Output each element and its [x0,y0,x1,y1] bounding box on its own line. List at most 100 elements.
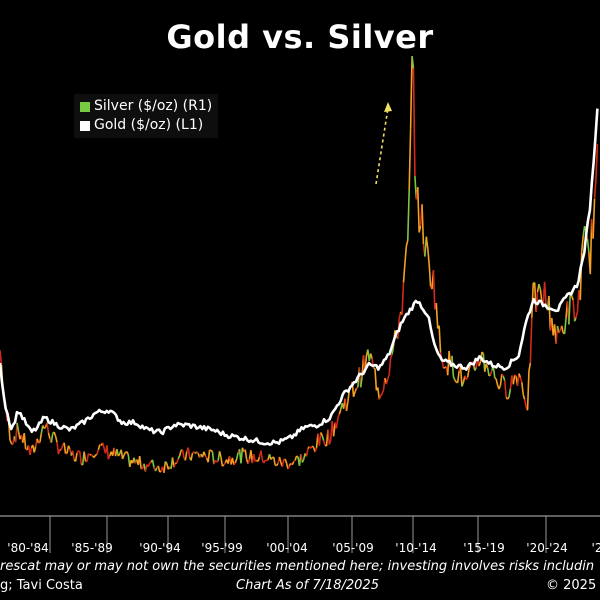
silver-line-segment [492,365,496,378]
silver-line-segment [359,376,363,388]
x-tick-label: '95-'99 [201,541,242,555]
silver-line-segment [526,371,530,411]
silver-line-segment [149,461,152,464]
x-tick-label: '80-'84 [7,541,48,555]
silver-line-segment [138,455,142,469]
silver-line-segment [573,317,577,322]
silver-line-segment [90,454,94,457]
x-tick-label: '10-'14 [395,541,436,555]
silver-line-segment [318,432,322,446]
silver-line-segment [523,399,527,408]
silver-line-segment [47,432,51,439]
x-tick-label: '2 [592,541,600,555]
silver-line-segment [338,409,342,415]
silver-line-segment [234,458,238,464]
silver-line-segment [321,435,325,441]
silver-line-segment [374,368,378,391]
silver-line-segment [39,433,43,443]
silver-line-segment [9,439,13,444]
silver-line-segment [46,422,50,433]
silver-line-segment [218,451,222,458]
silver-line-segment [563,317,567,334]
silver-line-segment [96,449,100,455]
silver-line-segment [184,451,188,461]
silver-line-segment [501,373,504,377]
silver-line-segment [502,376,506,381]
silver-line-segment [408,128,412,190]
silver-line-segment [369,353,373,360]
silver-line-segment [95,453,98,456]
silver-line-segment [432,270,436,310]
silver-line-segment [93,454,97,458]
silver-line-segment [461,382,465,387]
silver-line-segment [272,456,276,466]
silver-line-segment [74,453,78,462]
silver-line-segment [548,295,552,331]
silver-line-segment [580,236,584,252]
silver-line-segment [287,465,291,470]
silver-line-segment [87,453,91,456]
silver-line-segment [495,378,499,386]
silver-line-segment [354,388,358,393]
silver-line-segment [67,445,71,450]
silver-line-segment [499,373,503,386]
silver-line-segment [543,281,547,305]
silver-line-segment [281,459,285,467]
silver-line-segment [488,374,491,377]
silver-line-segment [151,459,155,468]
silver-line-segment [291,461,295,466]
silver-line-segment [38,441,41,444]
silver-line-segment [516,373,520,386]
silver-line-segment [116,448,120,457]
silver-line-segment [378,395,382,400]
x-tick-label: '15-'19 [463,541,504,555]
silver-line-segment [203,451,207,456]
silver-line-segment [539,289,543,302]
gold-series [0,108,599,447]
silver-line-segment [452,376,456,381]
silver-line-segment [322,440,326,446]
silver-line-segment [173,462,177,468]
silver-line-segment [296,455,299,458]
silver-line-segment [314,447,318,453]
silver-line-segment [405,240,409,247]
silver-line-segment [260,450,264,460]
silver-line-segment [512,374,516,385]
silver-line-segment [106,445,110,460]
footer-source: g; Tavi Costa [0,578,83,593]
silver-line-segment [558,329,562,334]
silver-line-segment [240,447,244,464]
legend-item-gold: Gold ($/oz) (L1) [80,116,212,135]
silver-line-segment [60,445,64,451]
silver-line-segment [465,376,469,381]
gold-line [0,108,599,447]
silver-line-segment [147,462,151,467]
silver-line-segment [381,389,385,395]
silver-line-segment [157,465,161,473]
footer-chart-date: Chart As of 7/18/2025 [236,578,379,593]
silver-line-segment [595,144,599,179]
silver-line-segment [468,364,472,370]
silver-line-segment [33,446,37,453]
silver-line-segment [380,393,383,397]
silver-line-segment [459,365,463,387]
silver-line-segment [377,387,381,400]
silver-line-segment [494,377,497,380]
silver-line-segment [86,453,90,462]
silver-line-segment [456,370,460,383]
silver-line-segment [404,245,408,264]
silver-line-segment [560,325,564,334]
silver-line-segment [518,373,522,378]
silver-line-segment [489,370,493,376]
silver-line-segment [418,225,422,233]
silver-line-segment [412,68,416,177]
silver-line-segment [593,178,597,199]
x-tick-label: '20-'24 [526,541,567,555]
silver-line-segment [23,432,27,450]
silver-line-segment [345,401,349,412]
silver-line-segment [181,449,185,458]
silver-line-segment [97,444,101,450]
silver-line-segment [126,451,130,456]
silver-line-segment [117,453,121,457]
silver-line-segment [29,447,33,456]
